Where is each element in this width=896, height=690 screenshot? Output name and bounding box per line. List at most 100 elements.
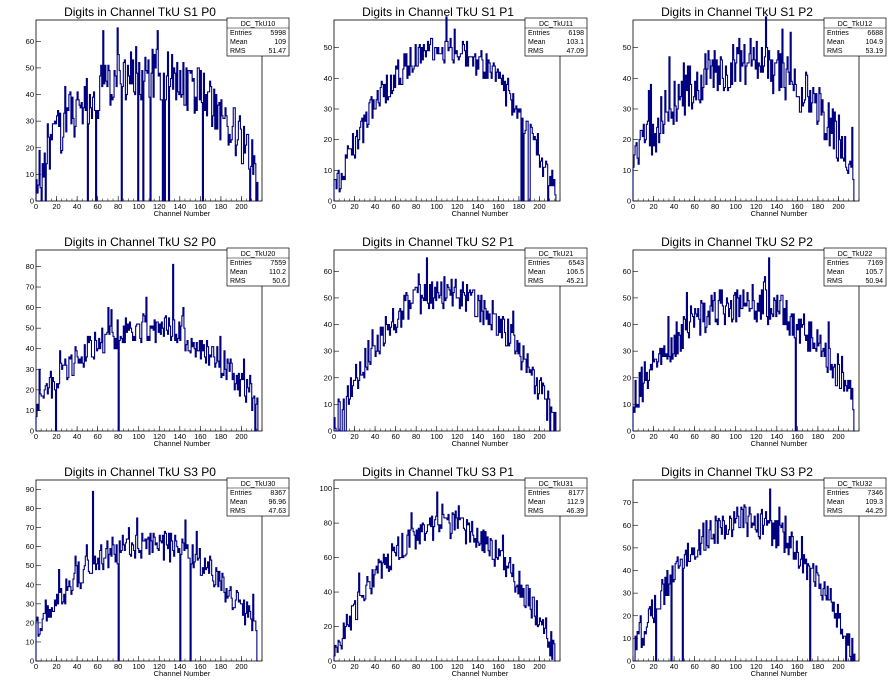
y-tick-label: 40: [623, 74, 631, 83]
x-tick-label: 120: [153, 432, 166, 441]
x-tick-label: 0: [34, 662, 38, 671]
stats-value: 46.39: [566, 508, 584, 515]
y-tick-label: 50: [26, 63, 34, 72]
y-tick-label: 20: [324, 135, 332, 144]
histogram-panel: Digits in Channel TkU S3 P1 DC_TkU31 Entri…: [319, 465, 588, 678]
stats-box: DC_TkU11 Entries 6198 Mean 103.1 RMS 47.09: [524, 17, 588, 57]
x-tick-label: 120: [153, 202, 166, 211]
y-tick-label: 0: [627, 427, 631, 436]
x-tick-label: 120: [153, 662, 166, 671]
x-tick-label: 140: [174, 432, 187, 441]
stats-label: RMS: [528, 48, 544, 55]
stats-label: Mean: [230, 39, 248, 46]
stats-hist-name: DC_TkU11: [539, 21, 573, 28]
x-tick-label: 40: [670, 662, 678, 671]
stats-label: RMS: [230, 278, 246, 285]
stats-value: 47.63: [268, 508, 286, 515]
x-tick-label: 120: [451, 202, 464, 211]
y-tick-label: 30: [324, 104, 332, 113]
stats-value: 5998: [270, 30, 286, 37]
x-tick-label: 40: [670, 202, 678, 211]
x-tick-label: 200: [533, 662, 546, 671]
y-tick-label: 50: [324, 43, 332, 52]
histogram-panel: Digits in Channel TkU S1 P1 DC_TkU11 Entri…: [324, 5, 588, 218]
y-tick-label: 50: [26, 561, 34, 570]
stats-frame: [524, 247, 588, 287]
x-tick-label: 20: [52, 432, 60, 441]
x-tick-label: 160: [492, 662, 505, 671]
x-tick-label: 60: [690, 432, 698, 441]
x-tick-label: 160: [492, 202, 505, 211]
stats-value: 8177: [568, 490, 584, 497]
stats-frame: [524, 477, 588, 517]
stats-label: RMS: [230, 508, 246, 515]
x-tick-label: 80: [711, 662, 719, 671]
y-tick-label: 40: [26, 580, 34, 589]
x-tick-label: 200: [832, 202, 845, 211]
stats-value: 7346: [867, 490, 883, 497]
y-tick-label: 10: [324, 166, 332, 175]
x-tick-label: 160: [791, 432, 804, 441]
y-tick-label: 80: [26, 504, 34, 513]
histogram-series: [35, 263, 259, 432]
panel-title: Digits in Channel TkU S3 P2: [661, 465, 813, 479]
x-tick-label: 160: [492, 432, 505, 441]
stats-label: Mean: [827, 499, 845, 506]
stats-frame: [823, 17, 887, 57]
histogram-panel: Digits in Channel TkU S3 P0 DC_TkU30 Entri…: [26, 465, 290, 678]
stats-value: 7559: [270, 260, 286, 267]
x-tick-label: 20: [52, 662, 60, 671]
y-tick-label: 70: [26, 283, 34, 292]
y-tick-label: 30: [26, 365, 34, 374]
x-tick-label: 20: [350, 432, 358, 441]
x-tick-label: 80: [711, 432, 719, 441]
x-tick-label: 180: [215, 202, 228, 211]
x-tick-label: 20: [350, 202, 358, 211]
stats-label: Mean: [827, 269, 845, 276]
histogram-panel: Digits in Channel TkU S3 P2 DC_TkU32 Entri…: [623, 465, 887, 678]
x-tick-label: 100: [430, 202, 443, 211]
x-tick-label: 20: [350, 662, 358, 671]
stats-label: RMS: [528, 508, 544, 515]
x-tick-label: 160: [194, 432, 207, 441]
stats-value: 6543: [568, 260, 584, 267]
x-tick-label: 20: [649, 432, 657, 441]
x-tick-label: 120: [750, 202, 763, 211]
stats-label: Entries: [230, 490, 252, 497]
y-tick-label: 50: [26, 324, 34, 333]
stats-frame: [823, 247, 887, 287]
panel-title: Digits in Channel TkU S3 P1: [362, 465, 514, 479]
x-tick-label: 80: [114, 662, 122, 671]
x-tick-label: 140: [472, 662, 485, 671]
stats-label: Entries: [528, 30, 550, 37]
x-tick-label: 120: [750, 662, 763, 671]
x-tick-label: 80: [114, 432, 122, 441]
y-tick-label: 40: [324, 74, 332, 83]
y-tick-label: 10: [26, 170, 34, 179]
stats-hist-name: DC_TkU12: [838, 21, 873, 28]
x-tick-label: 200: [235, 202, 248, 211]
x-tick-label: 20: [649, 662, 657, 671]
y-tick-label: 60: [324, 267, 332, 276]
y-tick-label: 30: [324, 347, 332, 356]
x-tick-label: 100: [430, 432, 443, 441]
stats-value: 112.9: [567, 499, 584, 506]
stats-value: 104.9: [865, 39, 883, 46]
stats-value: 109: [274, 39, 286, 46]
stats-box: DC_TkU30 Entries 8367 Mean 96.96 RMS 47.63: [226, 477, 290, 517]
histogram-series: [35, 490, 258, 662]
histogram-series: [333, 491, 556, 662]
x-tick-label: 20: [52, 202, 60, 211]
y-tick-label: 0: [328, 427, 332, 436]
stats-label: Mean: [528, 499, 546, 506]
y-tick-label: 0: [30, 657, 34, 666]
stats-frame: [226, 477, 290, 517]
x-tick-label: 0: [332, 662, 336, 671]
stats-label: RMS: [827, 278, 843, 285]
histogram-series: [632, 16, 855, 202]
y-tick-label: 30: [26, 117, 34, 126]
panel-title: Digits in Channel TkU S2 P1: [362, 235, 514, 249]
x-tick-label: 200: [235, 432, 248, 441]
stats-hist-name: DC_TkU10: [241, 21, 276, 28]
panel-title: Digits in Channel TkU S1 P0: [64, 5, 216, 19]
